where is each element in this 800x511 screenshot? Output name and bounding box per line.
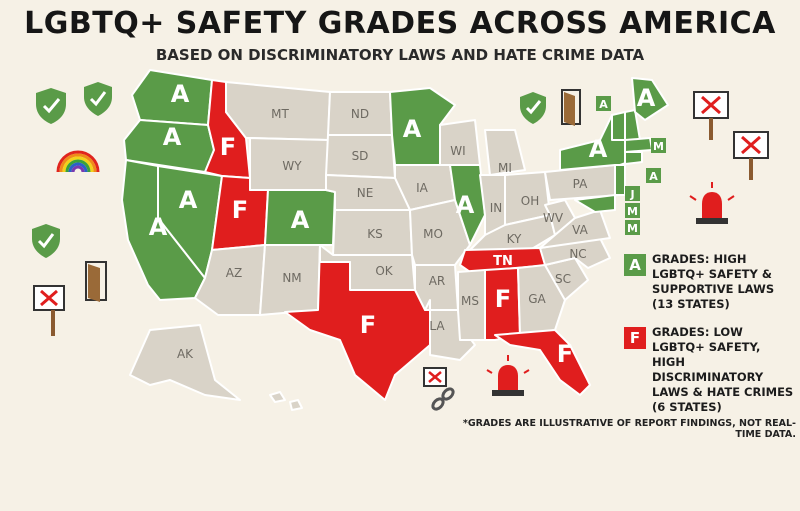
shield-check-icon (36, 88, 66, 124)
label-in: IN (490, 201, 503, 215)
open-door-icon (561, 89, 581, 126)
label-la: LA (429, 319, 445, 333)
label-tn: TN (493, 254, 513, 269)
shield-check-icon (84, 82, 112, 116)
label-sc: SC (555, 272, 571, 286)
state-vt[interactable] (611, 111, 626, 141)
label-wi: WI (450, 144, 465, 158)
footnote: *GRADES ARE ILLUSTRATIVE OF REPORT FINDI… (462, 418, 796, 440)
badge-nj-bg (625, 186, 640, 201)
label-wv: WV (543, 211, 564, 225)
page-subtitle: BASED ON DISCRIMINATORY LAWS AND HATE CR… (155, 46, 645, 64)
badge-vt-bg (596, 96, 611, 111)
grade-id: F (220, 133, 236, 161)
label-ga: GA (528, 292, 546, 306)
state-il[interactable] (449, 164, 486, 246)
label-pa: PA (573, 177, 588, 191)
state-md[interactable] (574, 194, 616, 213)
grade-nj: J (629, 188, 634, 201)
grade-mn: A (403, 115, 422, 143)
legend-high-text: GRADES: HIGH LGBTQ+ SAFETY & SUPPORTIVE … (652, 252, 775, 311)
grade-ri: A (649, 170, 658, 183)
prohibited-sign-icon (733, 131, 769, 180)
state-ga[interactable] (517, 264, 566, 336)
label-nc: NC (569, 247, 586, 261)
label-ms: MS (461, 294, 479, 308)
grade-de: M (627, 222, 638, 235)
page-title: LGBTQ+ SAFETY GRADES ACROSS AMERICA (24, 6, 776, 41)
badge-ma-bg (651, 138, 666, 153)
label-mi: MI (498, 161, 512, 175)
label-mo: MO (423, 227, 443, 241)
grade-wa: A (171, 80, 190, 108)
legend-low-badge: F (624, 327, 646, 349)
state-nj[interactable] (614, 164, 626, 196)
shield-check-icon (520, 92, 546, 124)
legend-low-text: GRADES: LOW LGBTQ+ SAFETY, HIGH DISCRIMI… (652, 325, 794, 414)
legend-low: F GRADES: LOW LGBTQ+ SAFETY, HIGH DISCRI… (624, 325, 796, 415)
label-ne: NE (357, 186, 374, 200)
broken-chain-icon (431, 387, 455, 411)
open-door-icon (85, 261, 107, 302)
badge-md-bg (625, 203, 640, 218)
label-ak: AK (177, 347, 194, 361)
grade-co: A (291, 206, 310, 234)
label-mt: MT (271, 107, 289, 121)
label-ky: KY (507, 232, 522, 246)
grade-ny: A (589, 135, 608, 163)
state-ct[interactable] (624, 151, 643, 165)
label-nd: ND (351, 107, 369, 121)
state-me[interactable] (631, 77, 669, 121)
grade-tx: F (360, 311, 376, 339)
grade-md: M (627, 205, 638, 218)
label-oh: OH (521, 194, 539, 208)
grade-al: F (495, 285, 511, 313)
state-fl[interactable] (494, 329, 591, 396)
grade-me: A (637, 84, 656, 112)
grade-il: A (456, 191, 475, 219)
state-tx[interactable] (284, 244, 431, 401)
grade-fl: F (557, 340, 573, 368)
label-ia: IA (416, 181, 429, 195)
state-ak[interactable] (129, 324, 241, 401)
label-az: AZ (226, 266, 242, 280)
label-ar: AR (429, 274, 446, 288)
grade-nv: A (179, 186, 198, 214)
prohibited-sign-icon (33, 285, 65, 336)
label-nm: NM (282, 271, 301, 285)
label-ok: OK (375, 264, 393, 278)
state-ma[interactable] (624, 137, 653, 153)
badge-ri-bg (646, 168, 661, 183)
rainbow-icon (56, 150, 100, 173)
grade-ma: M (653, 140, 664, 153)
label-va: VA (572, 223, 588, 237)
label-sd: SD (352, 149, 369, 163)
grade-or: A (163, 123, 182, 151)
state-hi[interactable] (269, 391, 303, 411)
shield-check-icon (32, 224, 60, 258)
legend-high-badge: A (624, 254, 646, 276)
siren-icon (486, 355, 530, 396)
grade-ut: F (232, 196, 248, 224)
badge-de-bg (625, 220, 640, 235)
state-ms[interactable] (457, 269, 486, 341)
prohibited-sign-icon (693, 91, 729, 140)
prohibited-sign-icon (423, 367, 447, 387)
state-va[interactable] (539, 209, 611, 249)
siren-icon (689, 182, 735, 224)
label-ks: KS (367, 227, 383, 241)
state-mi[interactable] (484, 129, 526, 176)
grade-vt: A (599, 98, 608, 111)
label-wy: WY (282, 159, 302, 173)
grade-ca: A (149, 213, 168, 241)
legend-high: A GRADES: HIGH LGBTQ+ SAFETY & SUPPORTIV… (624, 252, 796, 312)
